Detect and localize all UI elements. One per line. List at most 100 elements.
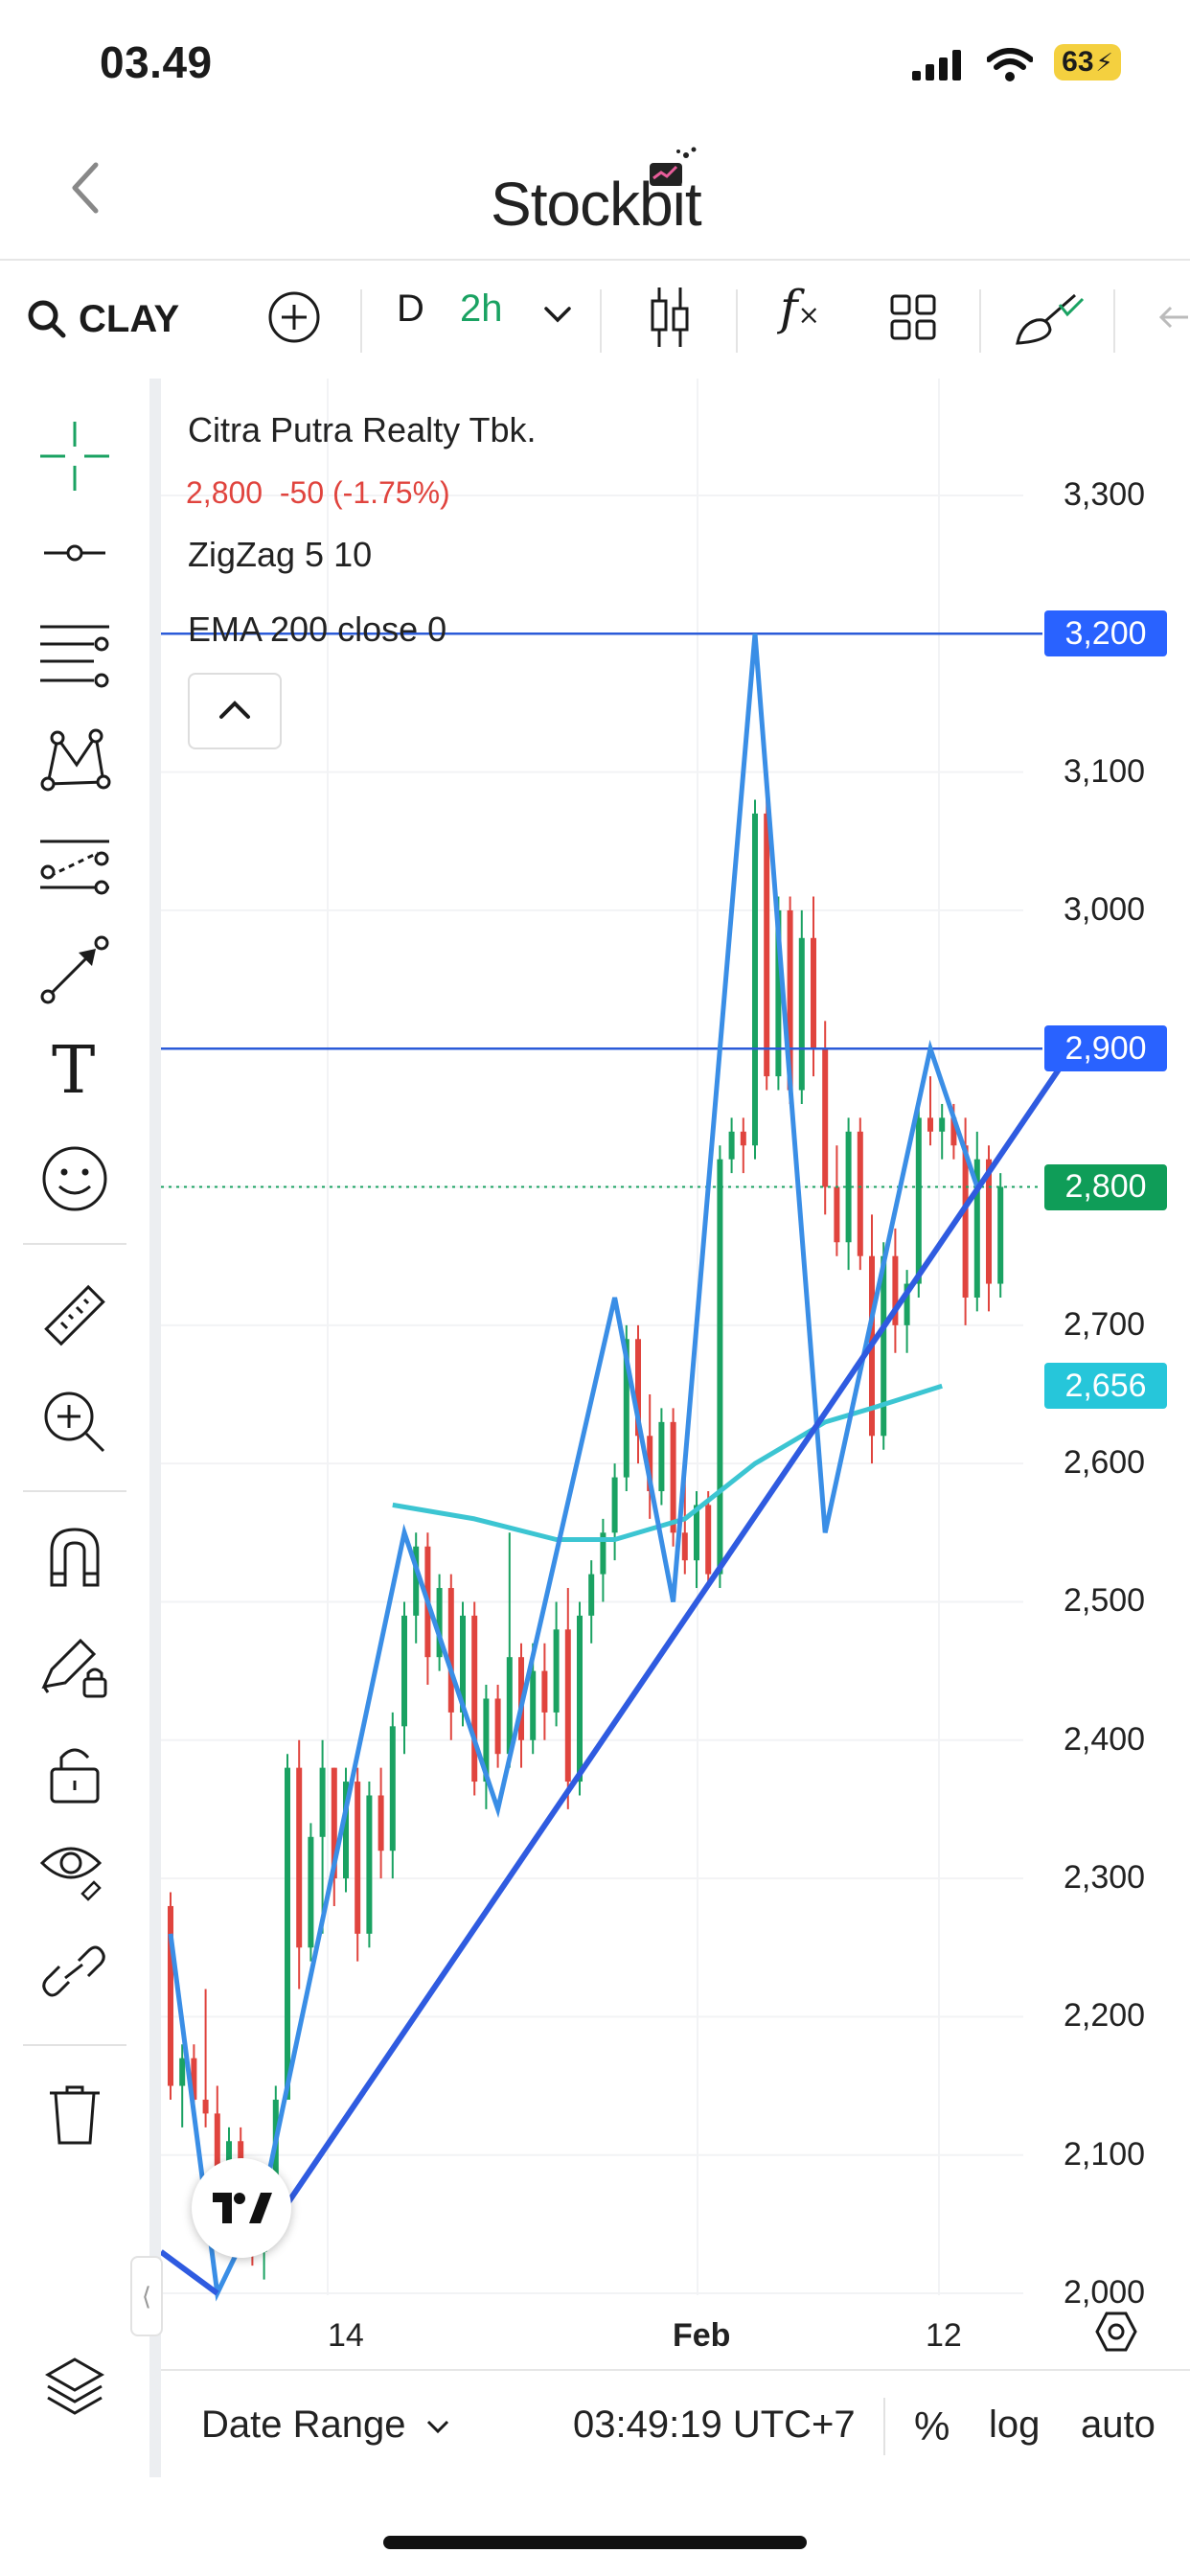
candle xyxy=(541,1643,548,1740)
candle xyxy=(319,1739,326,1934)
price-axis-label: 3,000 xyxy=(1064,890,1146,928)
price-badge: 2,800 xyxy=(1044,1163,1167,1210)
candle xyxy=(179,2044,186,2128)
indicators-fx-icon[interactable]: f× xyxy=(780,280,820,335)
trend-line[interactable] xyxy=(262,1033,1086,2240)
timeframe-2h-button[interactable]: 2h xyxy=(460,288,503,330)
ruler-measure-icon[interactable] xyxy=(38,1280,111,1353)
chart-settings-hexagon-icon[interactable] xyxy=(1094,2310,1138,2354)
price-axis-label: 2,000 xyxy=(1064,2274,1146,2311)
visibility-eye-icon[interactable] xyxy=(38,1834,111,1901)
candle xyxy=(717,1145,723,1589)
chevron-down-icon xyxy=(426,2420,448,2434)
candle xyxy=(845,1117,852,1271)
candle xyxy=(811,896,816,1077)
candle xyxy=(296,1739,303,1990)
candle xyxy=(389,1712,396,1879)
price-axis-label: 3,300 xyxy=(1064,476,1146,513)
chart-toolbar xyxy=(0,259,1190,381)
timeframe-daily-button[interactable]: D xyxy=(397,288,424,330)
battery-indicator: 63 ⚡ xyxy=(1054,44,1121,80)
layout-grid-icon[interactable] xyxy=(889,293,937,341)
candle xyxy=(927,1076,933,1146)
candle xyxy=(285,1754,290,2100)
sidebar-gap xyxy=(149,379,161,2477)
candle xyxy=(973,1131,980,1312)
legend-company-name: Citra Putra Realty Tbk. xyxy=(188,410,537,449)
candle xyxy=(904,1270,910,1353)
log-scale-toggle[interactable]: log xyxy=(989,2404,1041,2446)
candle xyxy=(658,1408,665,1506)
candle xyxy=(413,1532,420,1644)
auto-scale-toggle[interactable]: auto xyxy=(1081,2404,1156,2446)
candle xyxy=(752,799,758,1160)
candle xyxy=(798,909,805,1104)
legend-price-change: 2,800 -50 (-1.75%) xyxy=(186,475,450,510)
tradingview-logo[interactable] xyxy=(192,2158,291,2258)
trash-icon[interactable] xyxy=(48,2083,102,2147)
link-icon[interactable] xyxy=(42,1944,107,2001)
symbol-search-button[interactable]: CLAY xyxy=(27,276,179,362)
candle xyxy=(308,1823,314,1962)
price-badge: 3,200 xyxy=(1044,610,1167,657)
search-icon xyxy=(28,300,66,338)
candle xyxy=(202,1989,209,2128)
candle xyxy=(915,1103,922,1298)
candle xyxy=(494,1685,501,1768)
candle xyxy=(401,1601,407,1755)
back-chevron-icon[interactable] xyxy=(63,159,111,217)
price-axis-label: 2,100 xyxy=(1064,2135,1146,2173)
stockbit-logo-icon xyxy=(650,147,697,186)
trend-line-extension[interactable] xyxy=(161,2249,219,2296)
arrow-left-icon[interactable] xyxy=(1156,303,1190,332)
wifi-icon xyxy=(987,48,1033,81)
price-axis-label: 2,400 xyxy=(1064,1720,1146,1758)
arrow-tool-icon[interactable] xyxy=(40,935,109,1004)
price-badge: 2,900 xyxy=(1044,1025,1167,1072)
candle xyxy=(588,1560,595,1644)
legend-ema-indicator[interactable]: EMA 200 close 0 xyxy=(188,610,447,649)
sidebar-collapse-handle[interactable]: ⟨ xyxy=(130,2256,163,2336)
candle xyxy=(670,1408,676,1547)
magnet-icon[interactable] xyxy=(46,1526,103,1587)
drawing-tools-sidebar xyxy=(0,379,149,2477)
charging-bolt-icon: ⚡ xyxy=(1095,47,1113,77)
brush-drawing-icon[interactable] xyxy=(1012,286,1087,349)
horizontal-ray-icon[interactable] xyxy=(42,539,107,567)
crosshair-icon[interactable] xyxy=(40,422,109,491)
percent-scale-toggle[interactable]: % xyxy=(914,2404,950,2449)
home-indicator[interactable] xyxy=(383,2536,807,2549)
fib-retracement-icon[interactable] xyxy=(38,621,111,688)
price-badge: 2,656 xyxy=(1044,1363,1167,1410)
lock-drawings-pencil-icon[interactable] xyxy=(38,1633,109,1702)
chart-clock[interactable]: 03:49:19 UTC+7 xyxy=(573,2404,856,2446)
price-axis-label: 3,100 xyxy=(1064,752,1146,790)
candle xyxy=(881,1242,887,1450)
candlestick-type-icon[interactable] xyxy=(648,284,692,351)
chart-area[interactable] xyxy=(161,379,1190,2372)
candle xyxy=(997,1173,1004,1298)
ema-line[interactable] xyxy=(392,1383,943,1542)
price-chart[interactable] xyxy=(161,379,1190,2372)
layers-icon[interactable] xyxy=(44,2356,105,2415)
add-symbol-icon[interactable] xyxy=(266,289,322,345)
text-tool-icon[interactable]: T xyxy=(52,1033,96,1109)
candle xyxy=(939,1103,946,1160)
date-range-button[interactable]: Date Range xyxy=(201,2404,451,2447)
unlock-icon[interactable] xyxy=(48,1742,102,1806)
pattern-tool-icon[interactable] xyxy=(40,728,111,792)
candle xyxy=(728,1117,735,1174)
time-axis-label: 14 xyxy=(328,2317,364,2354)
collapse-legend-button[interactable] xyxy=(188,673,282,749)
chevron-down-icon[interactable] xyxy=(542,303,573,326)
legend-zigzag-indicator[interactable]: ZigZag 5 10 xyxy=(188,535,373,574)
channel-tool-icon[interactable] xyxy=(38,834,111,895)
candle xyxy=(553,1601,560,1727)
time-axis-label: 12 xyxy=(926,2317,962,2354)
chart-footer xyxy=(161,2369,1190,2476)
candle xyxy=(447,1574,454,1740)
candle xyxy=(355,1767,361,1962)
candle xyxy=(822,1021,829,1215)
zoom-in-icon[interactable] xyxy=(40,1388,109,1457)
emoji-sticker-icon[interactable] xyxy=(40,1144,109,1213)
